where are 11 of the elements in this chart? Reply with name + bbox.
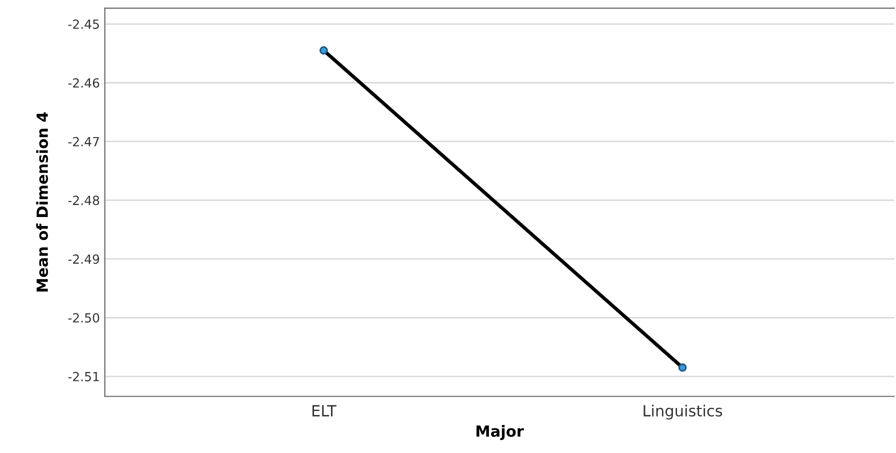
y-tick-label: -2.45 [68,19,99,29]
x-tick-label: ELT [312,405,336,416]
y-tick-label: -2.46 [68,78,100,88]
y-tick-label: -2.50 [68,313,100,323]
y-tick-label: -2.47 [68,136,99,146]
x-tick-label: Linguistics [644,404,722,420]
y-axis-title: Mean of Dimension 4 [36,112,48,292]
y-tick-label: -2.51 [68,372,99,382]
x-axis-title: Major [476,425,524,440]
y-tick-label: -2.49 [68,254,100,264]
y-tick-label: -2.48 [68,196,100,206]
